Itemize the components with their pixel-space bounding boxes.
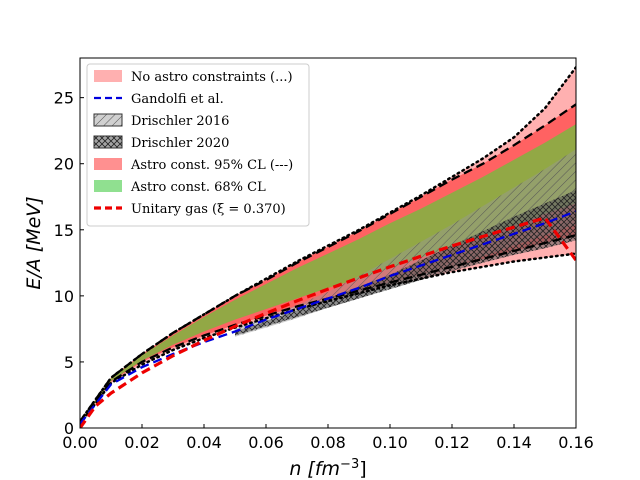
legend-label: Astro const. 95% CL (---)	[130, 158, 293, 173]
y-axis: 0 5 10 15 20 25	[54, 89, 84, 438]
legend-item-no-astro-constraints: No astro constraints (...)	[94, 70, 293, 85]
legend-item-astro-const-95-cl: Astro const. 95% CL (---)	[94, 158, 293, 173]
legend-item-astro-const-68-cl: Astro const. 68% CL	[94, 180, 266, 195]
y-tick-label: 10	[54, 287, 74, 306]
legend-item-unitary-gas-0-370: Unitary gas (ξ = 0.370)	[94, 202, 286, 217]
y-tick-label: 0	[64, 419, 74, 438]
y-tick-label: 25	[54, 89, 74, 108]
band-drischler-2020	[235, 190, 576, 336]
legend-item-gandolfi-et-al: Gandolfi et al.	[94, 92, 224, 107]
legend-swatch	[93, 135, 123, 149]
x-tick-label: 0.14	[496, 433, 532, 452]
line-no-astro-bound-lower	[80, 252, 576, 426]
y-tick-label: 20	[54, 155, 74, 174]
x-axis-label: n [fm−3]	[289, 457, 366, 480]
y-axis-label: E/A [MeV]	[23, 196, 45, 289]
legend-swatch	[94, 70, 122, 82]
x-tick-label: 0.16	[558, 433, 594, 452]
line-unitary-gas-0-370	[80, 216, 576, 428]
legend-label: Drischler 2016	[131, 114, 229, 129]
x-tick-label: 0.00	[62, 433, 98, 452]
x-tick-label: 0.10	[372, 433, 408, 452]
band-astro-const-68-cl	[80, 124, 576, 424]
legend-box	[86, 63, 310, 227]
line-gandolfi-et-al	[80, 210, 576, 425]
legend-item-drischler-2020: Drischler 2020	[93, 135, 229, 151]
legend-item-drischler-2016: Drischler 2016	[93, 113, 229, 129]
legend-label: No astro constraints (...)	[131, 70, 293, 85]
x-tick-label: 0.04	[186, 433, 222, 452]
x-tick-label: 0.02	[124, 433, 160, 452]
lines-layer	[80, 66, 576, 428]
x-axis: 0.00 0.02 0.04 0.06 0.08 0.10 0.12 0.14 0.16	[62, 424, 594, 452]
y-tick-label: 5	[64, 353, 74, 372]
legend-label: Astro const. 68% CL	[130, 180, 266, 195]
x-tick-label: 0.06	[248, 433, 284, 452]
x-tick-label: 0.08	[310, 433, 346, 452]
legend-swatch	[94, 158, 122, 170]
x-tick-label: 0.12	[434, 433, 470, 452]
legend-label: Unitary gas (ξ = 0.370)	[131, 202, 286, 217]
legend-label: Gandolfi et al.	[131, 92, 224, 107]
legend: No astro constraints (...) Gandolfi et al…	[86, 63, 310, 227]
legend-swatch	[93, 113, 123, 127]
line-astro-95-bound-upper	[80, 103, 576, 423]
y-tick-label: 15	[54, 221, 74, 240]
legend-swatch	[94, 180, 122, 192]
legend-label: Drischler 2020	[131, 136, 229, 151]
